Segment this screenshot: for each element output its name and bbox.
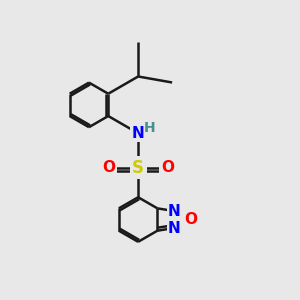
Text: N: N	[168, 203, 181, 218]
Text: S: S	[132, 159, 144, 177]
Text: O: O	[161, 160, 174, 175]
Text: O: O	[184, 212, 197, 227]
Text: N: N	[168, 220, 181, 236]
Text: H: H	[144, 121, 156, 135]
Text: O: O	[102, 160, 115, 175]
Text: N: N	[132, 126, 145, 141]
